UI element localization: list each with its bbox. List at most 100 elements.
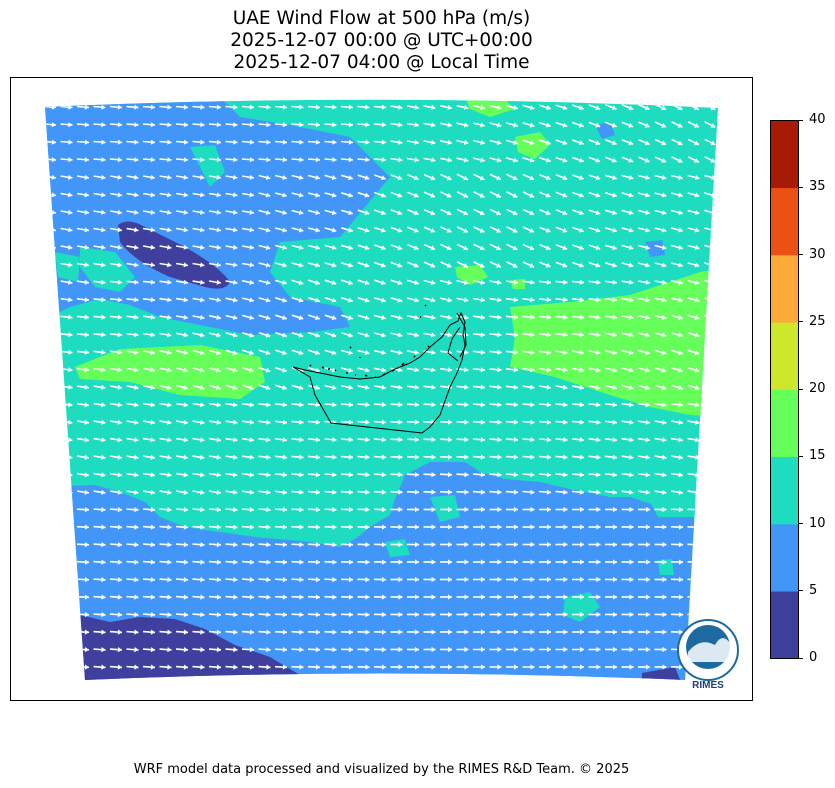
wind-arrow-head [563,541,568,548]
wind-arrow-head [547,682,551,687]
wind-arrow-head [415,664,419,670]
wind-arrow-head [579,314,584,320]
uae-islands [309,304,430,378]
wind-arrow-shaft [721,104,732,110]
wind-arrow-head [348,350,353,355]
wind-arrow-head [629,611,634,618]
wind-arrow-head [315,647,320,653]
wind-arrow-head [332,489,337,495]
wind-arrow-head [183,507,188,513]
wind-arrow-head [448,664,452,670]
wind-arrow-head [546,402,551,408]
wind-arrow-head [382,682,386,687]
wind-arrow-head [694,262,700,268]
wind-arrow-head [365,104,370,110]
wind-arrow-head [579,332,584,338]
wind-arrow-head [381,489,386,495]
wind-arrow-head [298,350,304,356]
wind-arrow-head [513,157,518,163]
wind-arrow-head [595,140,601,146]
wind-arrow-head [530,349,535,355]
wind-arrow-head [183,157,188,163]
wind-arrow-head [711,367,716,373]
wind-arrow-head [216,454,221,460]
wind-arrow-head [365,419,370,425]
wind-arrow-head [513,489,518,495]
wind-arrow-head [446,263,452,268]
wind-arrow-head [728,175,733,180]
wind-arrow-head [678,385,683,391]
wind-arrow-head [68,174,73,180]
wind-arrow-shaft [60,595,73,599]
wind-arrow-head [514,611,518,618]
wind-arrow-head [282,402,287,408]
wind-arrow-head [431,139,436,145]
wind-arrow-head [134,489,139,495]
wind-arrow-head [364,367,370,373]
wind-arrow-head [183,297,188,303]
wind-arrow-head [431,594,436,600]
wind-arrow-head [645,279,650,285]
wind-arrow-head [431,489,436,495]
wind-arrow-head [497,489,502,495]
wind-arrow-head [249,315,254,320]
wind-arrow-head [497,314,502,320]
wind-arrow-head [711,350,716,356]
wind-arrow-head [68,122,73,128]
wind-arrow-head [199,332,205,338]
wind-arrow-head [216,314,221,320]
wind-arrow-head [678,367,683,373]
wind-arrow-head [381,122,386,128]
wind-arrow-head [514,664,518,670]
wind-arrow-head [68,402,73,408]
wind-arrow-head [348,367,353,373]
wind-arrow-head [661,245,667,250]
wind-map: RIMES [45,99,739,701]
wind-arrow-head [646,629,650,635]
wind-arrow-head [710,140,716,146]
wind-arrow-head [646,541,650,548]
wind-arrow-head [134,577,139,583]
wind-arrow-head [233,262,238,268]
wind-arrow-head [282,210,287,215]
wind-arrow-head [331,332,337,338]
wind-arrow-head [348,332,353,338]
wind-arrow-head [727,158,732,163]
wind-arrow-head [332,122,337,128]
wind-arrow-head [266,472,271,478]
wind-arrow-head [530,367,535,373]
wind-arrow-head [678,594,683,600]
wind-arrow-head [101,437,106,443]
wind-arrow-head [431,506,436,513]
colorbar-band-1 [770,524,799,592]
wind-arrow-head [446,210,452,216]
wind-arrow-head [513,437,518,443]
wind-arrow-head [364,175,370,181]
wind-arrow-head [51,437,56,443]
wind-arrow-head [299,472,304,478]
colorbar-tick-mark [799,657,803,659]
wind-arrow-head [480,489,485,495]
wind-arrow-head [134,402,139,408]
wind-arrow-head [233,524,238,530]
wind-arrow-head [563,332,568,338]
wind-arrow-head [68,542,73,548]
wind-arrow-head [233,612,238,618]
wind-arrow-head [431,629,436,635]
wind-arrow-head [68,489,73,495]
wind-arrow-head [596,576,601,583]
wind-arrow-head [381,349,386,355]
wind-arrow-head [51,157,56,163]
wind-arrow-head [84,157,89,163]
wind-arrow-head [446,193,452,198]
wind-arrow-head [51,612,56,618]
wind-arrow-head [661,297,667,303]
wind-arrow-head [51,122,56,128]
wind-arrow-head [332,577,337,583]
wind-arrow-head [282,385,287,391]
wind-arrow-head [562,210,568,216]
wind-arrow-head [514,699,518,701]
wind-arrow-head [200,612,205,618]
wind-arrow-head [562,105,568,111]
wind-arrow-head [513,454,518,460]
